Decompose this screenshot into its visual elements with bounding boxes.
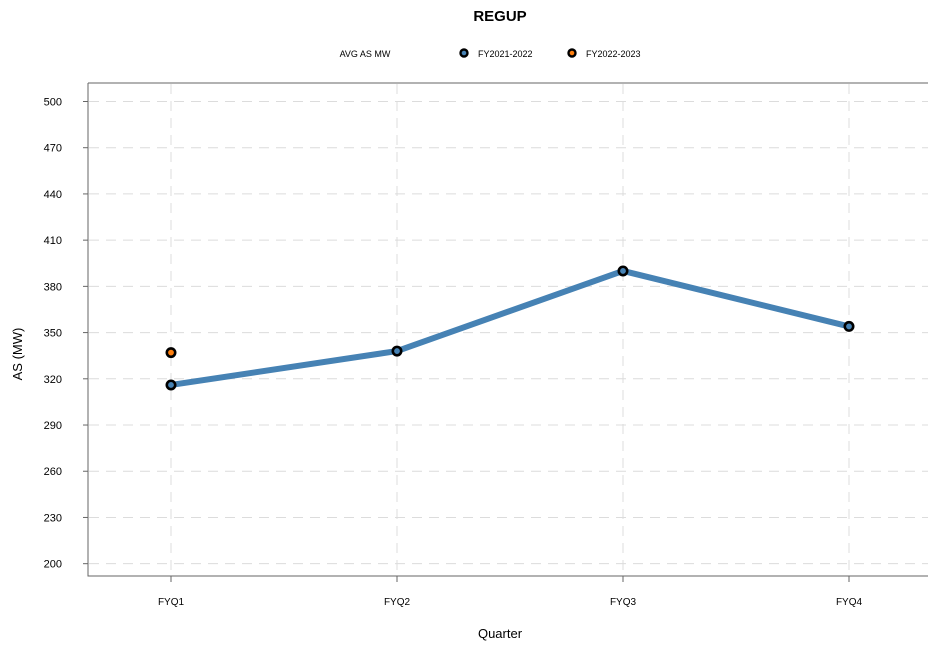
series-line [168, 267, 852, 388]
legend-label: FY2021-2022 [478, 49, 533, 59]
chart-title: REGUP [473, 8, 526, 25]
y-axis-label: AS (MW) [10, 328, 25, 381]
x-axis-label: Quarter [478, 626, 523, 641]
legend: AVG AS MW FY2021-2022 FY2022-2023 [340, 48, 641, 59]
data-point [165, 379, 177, 391]
y-tick-label: 320 [44, 374, 62, 386]
legend-marker [459, 48, 469, 58]
data-point [843, 320, 855, 332]
axis-frame [87, 83, 928, 577]
x-tick-label: FYQ4 [836, 597, 863, 608]
y-tick-label: 230 [44, 512, 62, 524]
y-tick-label: 500 [44, 96, 62, 108]
series [165, 265, 855, 391]
y-tick-label: 350 [44, 328, 62, 340]
legend-marker [567, 48, 577, 58]
y-tick-label: 410 [44, 235, 62, 247]
data-point [391, 345, 403, 357]
data-point [165, 347, 177, 359]
y-tick-label: 470 [44, 143, 62, 155]
y-tick-label: 380 [44, 281, 62, 293]
data-point [617, 265, 629, 277]
legend-item: FY2022-2023 [567, 48, 641, 59]
y-tick-label: 260 [44, 466, 62, 478]
y-tick-label: 440 [44, 189, 62, 201]
legend-title: AVG AS MW [340, 49, 391, 59]
y-tick-label: 200 [44, 559, 62, 571]
x-tick-label: FYQ2 [384, 597, 411, 608]
x-tick-label: FYQ1 [158, 597, 185, 608]
legend-item: FY2021-2022 [459, 48, 533, 59]
legend-label: FY2022-2023 [586, 49, 641, 59]
axes: 200 230 260 290 320 350 380 410 440 470 500 FYQ1 FYQ… [44, 82, 928, 608]
x-tick-label: FYQ3 [610, 597, 637, 608]
y-tick-label: 290 [44, 420, 62, 432]
grid [89, 84, 928, 576]
